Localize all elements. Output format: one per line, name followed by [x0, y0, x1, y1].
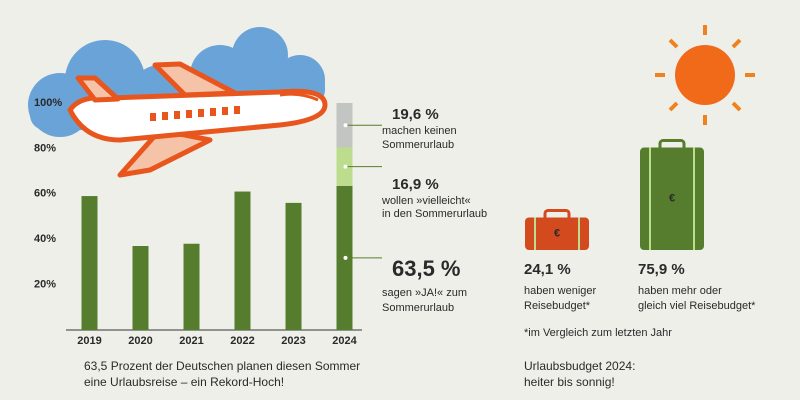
leader-dot — [343, 255, 348, 260]
y-tick-label: 40% — [34, 233, 56, 245]
x-tick-label: 2019 — [77, 335, 101, 347]
annotation: gleich viel Reisebudget* — [638, 300, 756, 312]
x-tick-label: 2022 — [230, 335, 254, 347]
currency-symbol: € — [669, 193, 675, 205]
bar — [132, 246, 149, 330]
plane-windows — [150, 106, 240, 121]
annotation: haben weniger — [524, 285, 597, 297]
y-tick-label: 80% — [34, 142, 56, 154]
suitcase — [525, 217, 589, 250]
annotation: machen keinen — [382, 125, 457, 137]
x-tick-label: 2021 — [179, 335, 203, 347]
caption: heiter bis sonnig! — [524, 375, 615, 389]
value-label: 24,1 % — [524, 261, 571, 278]
annotation: haben mehr oder — [638, 285, 722, 297]
value-label: 19,6 % — [392, 106, 439, 123]
x-tick-label: 2024 — [332, 335, 357, 347]
leader-dot — [343, 123, 348, 128]
annotation: wollen »vielleicht« — [381, 195, 471, 207]
x-tick-label: 2020 — [128, 335, 152, 347]
sun — [655, 25, 755, 125]
suitcase — [640, 147, 704, 250]
caption: 63,5 Prozent der Deutschen planen diesen… — [84, 359, 360, 373]
annotation: Sommerurlaub — [382, 139, 454, 151]
value-label: 75,9 % — [638, 261, 685, 278]
footnote: *im Vergleich zum letzten Jahr — [524, 327, 672, 339]
y-tick-label: 60% — [34, 188, 56, 200]
bar — [183, 243, 200, 330]
y-tick-label: 100% — [34, 97, 62, 109]
plane — [67, 61, 328, 178]
bar — [81, 196, 98, 330]
value-label: 63,5 % — [392, 256, 461, 281]
x-tick-label: 2023 — [281, 335, 305, 347]
value-label: 16,9 % — [392, 176, 439, 193]
annotation: Sommerurlaub — [382, 302, 454, 314]
bar — [285, 202, 302, 330]
annotation: Reisebudget* — [524, 300, 591, 312]
annotation: sagen »JA!« zum — [382, 287, 467, 299]
bar — [234, 191, 251, 330]
caption: eine Urlaubsreise – ein Rekord-Hoch! — [84, 375, 284, 389]
annotation: in den Sommerurlaub — [382, 208, 487, 220]
caption: Urlaubsbudget 2024: — [524, 359, 635, 373]
currency-symbol: € — [554, 228, 560, 240]
leader-dot — [343, 164, 348, 169]
y-tick-label: 20% — [34, 279, 56, 291]
